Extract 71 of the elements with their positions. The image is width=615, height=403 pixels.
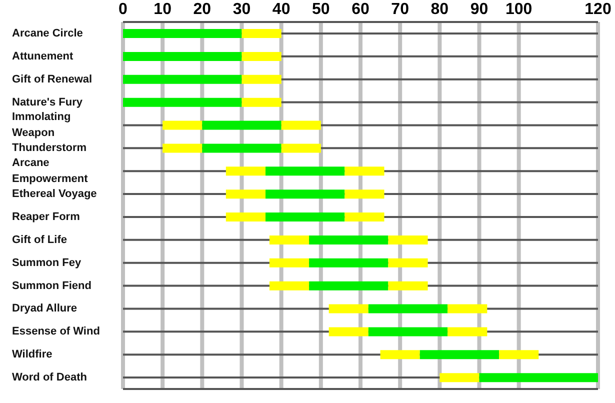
bar <box>344 212 384 222</box>
y-tick-label: Essense of Wind <box>12 326 100 338</box>
bar <box>226 212 266 222</box>
y-tick-label: Attunement <box>12 50 74 62</box>
y-tick-label: Word of Death <box>12 372 88 384</box>
bar <box>123 52 242 61</box>
bar <box>499 350 539 360</box>
y-tick-label: Reaper Form <box>12 210 80 223</box>
bar <box>328 304 368 314</box>
bar <box>380 350 420 360</box>
bar <box>123 74 242 84</box>
x-tick-label: 40 <box>272 1 290 18</box>
x-tick-label: 30 <box>232 1 251 18</box>
bar <box>269 258 310 268</box>
x-tick-label: 50 <box>312 1 330 18</box>
x-tick-label: 90 <box>470 1 488 18</box>
bar <box>162 120 202 130</box>
bar <box>448 304 488 314</box>
bar <box>420 350 500 360</box>
bar <box>123 98 242 107</box>
bar <box>388 258 428 268</box>
bar <box>344 190 384 199</box>
bar <box>242 98 282 107</box>
bar <box>479 373 598 382</box>
y-tick-label: Arcane Empowerment <box>12 157 88 186</box>
bar <box>266 166 345 176</box>
bar <box>269 281 310 290</box>
x-tick-label: 80 <box>430 1 449 18</box>
y-tick-label: Thunderstorm <box>12 142 87 154</box>
bar <box>202 144 282 153</box>
bar <box>281 144 321 153</box>
x-tick-label: 10 <box>154 1 172 18</box>
bar <box>266 212 345 222</box>
bar <box>162 144 202 153</box>
bar <box>309 235 388 244</box>
bar <box>269 235 310 244</box>
bar <box>226 166 266 176</box>
bar <box>123 29 242 38</box>
y-tick-label: Summon Fiend <box>12 280 92 292</box>
bar <box>388 281 428 290</box>
x-tick-label: 0 <box>118 1 128 18</box>
y-tick-label: Wildfire <box>12 348 52 361</box>
y-tick-label: Ethereal Voyage <box>12 188 97 200</box>
y-tick-label: Arcane Circle <box>12 27 83 40</box>
bar <box>448 327 488 336</box>
bar <box>242 74 282 84</box>
x-tick-label: 70 <box>391 1 410 18</box>
y-tick-label: Immolating Weapon <box>12 111 71 140</box>
x-tick-label: 100 <box>505 1 532 18</box>
bar <box>202 120 282 130</box>
bar <box>242 29 282 38</box>
bar <box>309 258 388 268</box>
bar <box>242 52 282 61</box>
bar <box>440 373 480 382</box>
bar <box>388 235 428 244</box>
y-tick-label: Nature's Fury <box>12 96 84 108</box>
x-tick-label: 60 <box>352 1 370 18</box>
bar <box>266 190 345 199</box>
y-tick-label: Dryad Allure <box>12 302 78 315</box>
bar <box>368 327 448 336</box>
y-tick-label: Gift of Renewal <box>12 73 92 86</box>
y-tick-label: Summon Fey <box>12 256 82 269</box>
bar <box>309 281 388 290</box>
x-tick-label: 120 <box>584 1 612 18</box>
bar <box>368 304 448 314</box>
bar <box>328 327 368 336</box>
y-tick-label: Gift of Life <box>12 234 67 246</box>
bar <box>281 120 321 130</box>
bar <box>226 190 266 199</box>
bar <box>344 166 384 176</box>
x-tick-label: 20 <box>193 1 212 18</box>
